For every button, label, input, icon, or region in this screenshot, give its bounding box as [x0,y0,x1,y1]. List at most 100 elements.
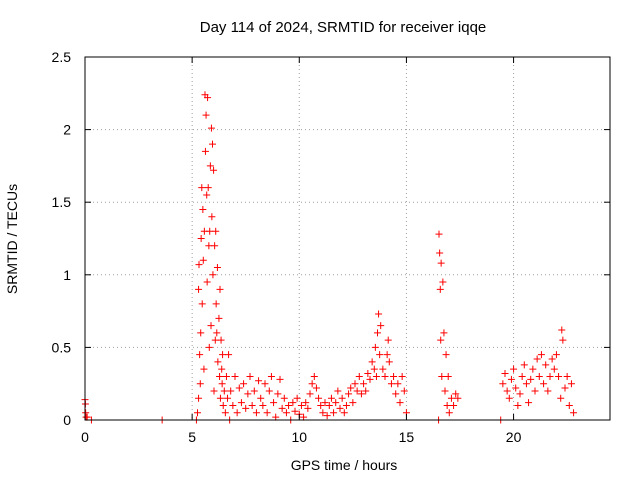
data-point [242,404,250,412]
data-point [229,401,237,409]
data-point [437,259,445,267]
data-point [205,343,213,351]
data-point [546,372,554,380]
data-point [224,394,231,402]
data-point [250,387,258,395]
data-point [436,249,444,257]
data-point [544,387,552,395]
data-point [217,336,225,344]
data-point [558,326,566,334]
data-point [529,365,537,373]
data-point [293,394,301,402]
x-tick-label: 0 [81,429,89,445]
data-point [338,394,346,402]
data-point [438,372,446,380]
data-point [323,412,331,420]
y-tick-label: 0 [63,412,71,428]
data-point [567,380,575,388]
data-point [454,394,462,402]
data-point [537,351,545,359]
data-point [325,401,333,409]
data-point [442,351,450,359]
y-tick-label: 1.5 [52,194,72,210]
data-point [235,384,243,392]
data-point [246,372,254,380]
x-tick-label: 20 [506,429,522,445]
data-point [317,401,325,409]
data-point [201,147,209,155]
data-point [383,351,391,359]
data-point [452,390,460,398]
data-point [366,375,374,383]
data-point [332,399,340,407]
data-point [330,409,338,417]
data-point [447,394,455,402]
data-point [212,300,220,308]
data-point [310,372,318,380]
data-point [374,329,381,337]
data-point [209,140,216,148]
data-point [195,285,203,293]
data-point [570,409,578,417]
data-point [221,409,229,417]
data-point [300,413,308,421]
data-point [565,401,573,409]
data-point [270,399,278,407]
data-point [200,365,208,373]
data-point [525,399,533,407]
data-point [267,372,275,380]
data-point [225,351,233,359]
x-tick-label: 5 [188,429,196,445]
data-point [214,358,222,366]
data-point [216,372,224,380]
data-point [219,351,227,359]
y-tick-label: 2.5 [52,49,72,65]
data-point [199,205,207,213]
data-point [194,409,201,417]
data-point [255,377,263,385]
plot-frame [84,56,611,421]
data-point [390,372,398,380]
data-point [302,399,310,407]
data-point [197,235,205,242]
data-point [439,278,447,286]
data-point [210,387,218,395]
data-point [207,322,215,330]
data-point [516,390,524,398]
data-point [353,387,361,395]
data-point [213,329,221,337]
data-point [244,390,252,398]
data-point [563,372,571,380]
data-point [199,256,207,264]
data-point [384,336,392,344]
data-point [345,390,353,398]
data-point [274,390,282,398]
data-point [518,372,526,380]
data-point [237,399,245,407]
data-point [272,413,280,421]
y-axis-label: SRMTID / TECUs [4,184,20,294]
data-point [261,380,269,388]
data-point [278,404,286,412]
data-point [347,384,355,392]
data-point [559,336,567,344]
grid-lines [85,57,610,420]
data-point [440,329,448,337]
data-point [315,394,323,402]
data-point [542,361,550,369]
data-point [203,278,211,286]
data-point [196,351,204,359]
data-point [204,94,212,102]
data-point [263,409,271,417]
data-point [195,394,203,402]
data-point [362,387,370,395]
data-point [512,384,520,392]
data-point [396,399,404,407]
data-point [375,310,383,318]
data-point [340,409,348,417]
data-point [207,124,215,132]
data-point [206,227,214,235]
x-axis-label: GPS time / hours [291,457,398,473]
data-point [319,409,327,417]
data-point [240,380,248,388]
